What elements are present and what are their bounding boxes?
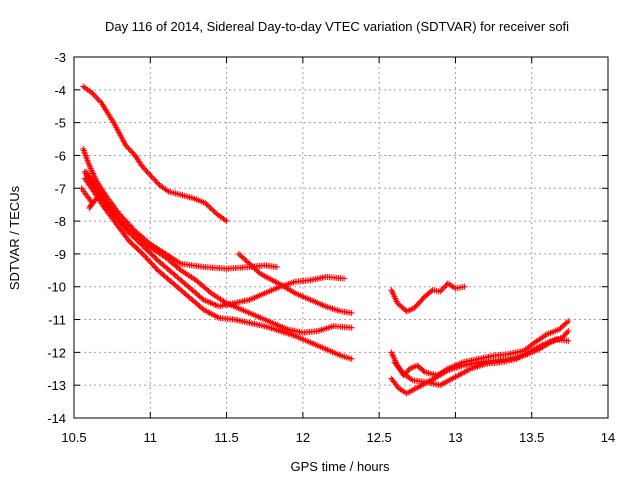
data-point-marker	[439, 285, 446, 292]
data-point-marker	[126, 146, 133, 153]
x-tick-label: 12.5	[366, 430, 391, 445]
series-track-1	[80, 83, 230, 225]
y-tick-label: -7	[54, 181, 66, 196]
series-track-7	[235, 250, 355, 316]
data-point-marker	[148, 173, 155, 180]
grid-lines	[74, 57, 608, 418]
data-point-marker	[94, 95, 101, 102]
data-point-marker	[128, 148, 135, 155]
data-point-marker	[125, 145, 132, 152]
data-point-marker	[223, 218, 230, 225]
data-point-marker	[565, 318, 572, 325]
y-tick-label: -14	[47, 411, 66, 426]
series-track-11	[391, 336, 572, 389]
data-point-marker	[565, 337, 572, 344]
data-point-marker	[199, 295, 206, 302]
y-tick-label: -4	[54, 83, 66, 98]
data-point-marker	[461, 283, 468, 290]
data-point-marker	[203, 201, 210, 208]
data-point-marker	[149, 175, 156, 181]
series-track-5	[81, 175, 355, 362]
data-point-marker	[210, 207, 217, 214]
data-point-marker	[144, 256, 151, 263]
plot-frame	[73, 56, 609, 419]
data-point-marker	[153, 179, 160, 186]
x-tick-label: 11.5	[214, 430, 238, 445]
data-point-marker	[202, 200, 209, 206]
x-tick-label: 12	[296, 430, 310, 445]
data-point-marker	[438, 287, 445, 294]
data-point-marker	[564, 319, 570, 326]
tick-labels: 10.5 11 11.5 12 12.5 13 13.5 14 -14 -13 -12 -11 -10 -…	[47, 50, 615, 445]
data-point-marker	[152, 177, 159, 184]
y-tick-label: -6	[54, 148, 66, 163]
y-tick-label: -5	[54, 116, 66, 131]
data-point-marker	[565, 328, 572, 335]
y-tick-label: -13	[47, 378, 66, 393]
data-point-marker	[90, 91, 97, 98]
data-point-marker	[209, 206, 215, 213]
y-tick-label: -3	[54, 50, 66, 65]
data-point-marker	[140, 252, 147, 259]
x-tick-label: 11	[144, 430, 158, 445]
x-tick-label: 14	[601, 430, 615, 445]
data-point-marker	[97, 98, 104, 105]
axis-ticks	[73, 56, 609, 419]
data-point-marker	[93, 94, 100, 101]
series-track-6	[83, 168, 355, 336]
data-point-marker	[140, 165, 147, 172]
data-point-marker	[91, 92, 98, 99]
data-point-marker	[348, 324, 355, 331]
data-point-marker	[207, 205, 214, 212]
data-point-marker	[144, 169, 151, 176]
series-track-8	[388, 280, 468, 315]
data-series	[78, 83, 572, 397]
x-tick-label: 13.5	[519, 430, 544, 445]
data-point-marker	[348, 355, 355, 362]
data-point-marker	[146, 170, 152, 177]
data-point-marker	[564, 329, 571, 336]
data-point-marker	[146, 257, 152, 264]
data-point-marker	[428, 288, 435, 295]
data-point-marker	[151, 176, 158, 183]
y-tick-label: -11	[48, 313, 66, 328]
y-tick-label: -12	[47, 345, 66, 360]
data-point-marker	[123, 218, 130, 225]
data-point-marker	[89, 90, 96, 97]
y-tick-label: -8	[54, 214, 66, 229]
data-point-marker	[129, 149, 136, 156]
y-tick-label: -10	[47, 280, 66, 295]
x-tick-label: 13	[448, 430, 462, 445]
series-track-2	[78, 185, 100, 211]
data-point-marker	[341, 275, 348, 282]
data-point-marker	[95, 97, 102, 104]
data-point-marker	[119, 214, 126, 221]
y-tick-label: -9	[54, 247, 66, 262]
data-point-marker	[118, 212, 124, 219]
chart-title: Day 116 of 2014, Sidereal Day-to-day VTE…	[105, 19, 569, 34]
data-point-marker	[149, 261, 156, 268]
data-point-marker	[273, 264, 280, 271]
series-track-4	[81, 168, 348, 310]
y-axis-label: SDTVAR / TECUs	[7, 185, 22, 290]
x-axis-label: GPS time / hours	[291, 459, 390, 474]
x-tick-label: 10.5	[61, 430, 86, 445]
data-point-marker	[122, 142, 129, 149]
data-point-marker	[348, 309, 355, 316]
data-point-marker	[420, 368, 427, 374]
data-point-marker	[124, 144, 131, 150]
